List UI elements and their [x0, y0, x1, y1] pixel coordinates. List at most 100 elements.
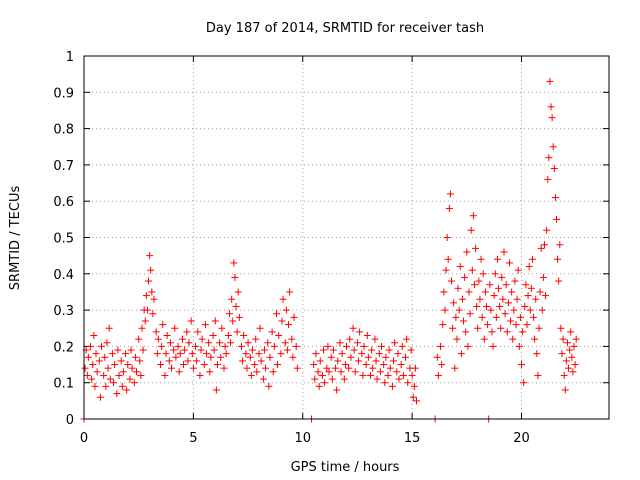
data-point	[481, 288, 489, 296]
data-point	[434, 371, 442, 379]
data-point	[194, 328, 202, 336]
data-point	[229, 317, 237, 325]
data-point	[504, 299, 512, 307]
x-tick-label: 15	[404, 431, 421, 446]
data-point	[346, 335, 354, 343]
data-point	[535, 324, 543, 332]
data-point	[234, 288, 242, 296]
data-point	[563, 339, 571, 347]
data-point	[380, 361, 388, 369]
data-point	[103, 339, 111, 347]
data-point	[225, 310, 233, 318]
data-point	[143, 306, 151, 314]
grid-lines	[84, 56, 609, 419]
y-tick-label: 0.3	[53, 304, 74, 319]
data-point	[558, 350, 566, 358]
data-point	[472, 244, 480, 252]
data-point	[493, 255, 501, 263]
y-tick-label: 1	[66, 50, 74, 65]
data-point	[147, 266, 155, 274]
data-point	[445, 204, 453, 212]
data-point	[274, 361, 282, 369]
data-point	[289, 353, 297, 361]
data-point	[399, 371, 407, 379]
data-point	[222, 350, 230, 358]
data-point	[260, 346, 268, 354]
data-point	[158, 342, 166, 350]
data-point	[442, 266, 450, 274]
data-point	[562, 357, 570, 365]
data-point	[262, 364, 270, 372]
y-tick-label: 0.2	[53, 340, 74, 355]
data-point	[110, 379, 118, 387]
data-point	[407, 346, 415, 354]
data-point	[338, 350, 346, 358]
x-tick-label: 10	[294, 431, 311, 446]
data-point	[282, 306, 290, 314]
data-point	[568, 353, 576, 361]
data-point	[281, 339, 289, 347]
y-tick-label: 0.6	[53, 195, 74, 210]
data-point	[518, 361, 525, 369]
data-point	[369, 364, 377, 372]
data-point	[197, 346, 205, 354]
x-axis-label: GPS time / hours	[291, 460, 400, 475]
data-point	[184, 357, 192, 365]
data-point	[544, 175, 552, 183]
data-point	[556, 241, 564, 249]
data-point	[465, 288, 473, 296]
data-point	[178, 335, 186, 343]
data-point	[231, 273, 239, 281]
data-point	[408, 371, 416, 379]
data-point	[157, 361, 165, 369]
data-point	[216, 339, 224, 347]
data-point	[409, 393, 417, 401]
data-point	[525, 263, 533, 271]
data-point	[149, 310, 157, 318]
data-point	[133, 368, 140, 376]
data-point	[108, 350, 116, 358]
data-point	[211, 317, 219, 325]
data-point	[349, 324, 357, 332]
data-point	[413, 397, 420, 405]
data-point	[83, 371, 91, 379]
data-point	[546, 77, 554, 85]
data-point	[355, 357, 363, 365]
data-point	[511, 277, 519, 285]
data-point	[444, 255, 452, 263]
data-point	[275, 332, 283, 340]
data-point	[218, 324, 226, 332]
data-point	[438, 361, 446, 369]
data-point	[554, 255, 562, 263]
data-point	[318, 371, 326, 379]
data-point	[278, 317, 286, 325]
data-point	[479, 270, 487, 278]
y-tick-label: 0.7	[53, 159, 74, 174]
data-point	[393, 368, 401, 376]
data-point	[489, 342, 497, 350]
data-point	[148, 288, 156, 296]
data-points	[80, 77, 580, 423]
data-point	[248, 346, 256, 354]
data-point	[114, 346, 122, 354]
data-point	[453, 335, 461, 343]
data-point	[492, 313, 500, 321]
data-point	[519, 328, 527, 336]
data-point	[166, 339, 174, 347]
data-point	[353, 339, 361, 347]
data-point	[316, 357, 324, 365]
data-point	[439, 321, 447, 329]
data-point	[496, 302, 504, 310]
data-point	[390, 357, 398, 365]
data-point	[115, 371, 123, 379]
data-point	[168, 364, 175, 372]
data-point	[340, 375, 348, 383]
x-axis-ticks: 0 5 10 15 20	[80, 56, 530, 446]
data-point	[475, 277, 483, 285]
data-point	[252, 335, 260, 343]
data-point	[96, 393, 104, 401]
data-point	[443, 234, 451, 241]
data-point	[364, 353, 372, 361]
data-point	[312, 350, 320, 358]
data-point	[480, 335, 488, 343]
